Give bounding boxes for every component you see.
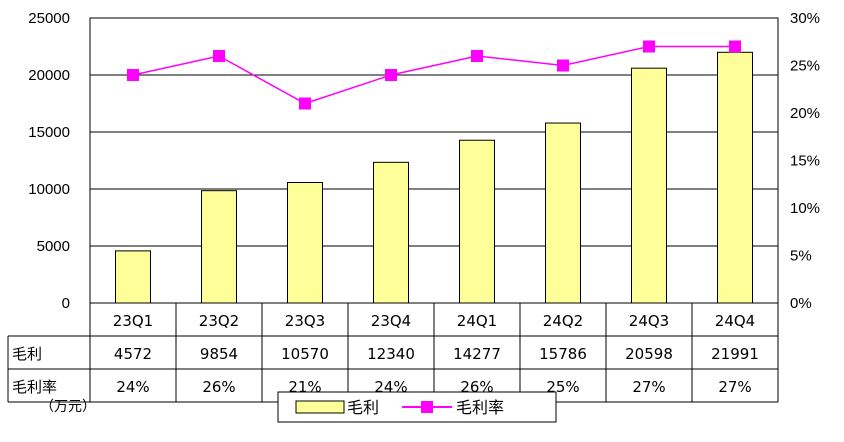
line-series-path — [132, 45, 735, 105]
line-point — [127, 69, 139, 81]
y-left-tick-label: 5000 — [37, 238, 70, 255]
bar — [459, 139, 495, 304]
line-point — [213, 50, 225, 62]
legend-line-marker — [421, 401, 433, 413]
gridlines — [90, 17, 778, 247]
table-cell: 14277 — [453, 345, 501, 363]
y-right-tick-label: 10% — [790, 200, 820, 217]
y-right-tick-label: 5% — [790, 248, 812, 265]
category-label: 23Q2 — [199, 312, 239, 330]
category-label: 23Q1 — [113, 312, 153, 330]
table-cell: 27% — [718, 378, 751, 396]
bar-series — [115, 51, 753, 304]
category-label: 24Q3 — [629, 312, 669, 330]
legend-bar-swatch — [295, 400, 345, 414]
y-right-tick-label: 20% — [790, 105, 820, 122]
category-label: 24Q1 — [457, 312, 497, 330]
line-point — [557, 59, 569, 72]
bar — [631, 67, 667, 304]
bar — [287, 182, 323, 304]
bar — [373, 161, 409, 304]
y-left-tick-label: 25000 — [28, 10, 70, 27]
table-cell: 20598 — [625, 345, 673, 363]
line-series — [127, 40, 741, 110]
bar — [545, 122, 581, 304]
line-point — [299, 97, 311, 110]
y-right-tick-label: 15% — [790, 153, 820, 170]
table-cell: 27% — [632, 378, 665, 396]
table-row-label: 毛利 — [12, 345, 42, 363]
category-label: 24Q2 — [543, 312, 583, 330]
bar — [201, 190, 237, 304]
unit-label: （万元） — [40, 399, 96, 415]
y-left-tick-label: 15000 — [28, 124, 70, 141]
line-point — [471, 50, 483, 62]
category-label: 23Q3 — [285, 312, 325, 330]
bar — [115, 250, 151, 304]
legend: 毛利 毛利率 — [277, 391, 557, 423]
table-cell: 15786 — [539, 345, 587, 363]
line-point — [643, 40, 655, 53]
legend-bar-label: 毛利 — [347, 398, 379, 417]
y-right-tick-label: 25% — [790, 58, 820, 75]
category-label: 24Q4 — [715, 312, 755, 330]
plot-frame — [89, 17, 779, 304]
y-right-tick-label: 0% — [790, 295, 812, 312]
table-cell: 9854 — [200, 345, 238, 363]
y-left-tick-label: 0 — [62, 295, 70, 312]
table-cell: 21991 — [711, 345, 759, 363]
line-point — [385, 69, 397, 81]
table-cell: 4572 — [114, 345, 152, 363]
y-left-tick-label: 20000 — [28, 67, 70, 84]
line-point — [729, 40, 741, 53]
bar — [717, 51, 753, 304]
table-cell: 26% — [202, 378, 235, 396]
y-left-tick-label: 10000 — [28, 181, 70, 198]
table-cell: 10570 — [281, 345, 329, 363]
table-cell: 12340 — [367, 345, 415, 363]
table-cell: 24% — [116, 378, 149, 396]
table-row-label: 毛利率 — [12, 378, 57, 396]
category-label: 23Q4 — [371, 312, 411, 330]
data-table: 23Q1 23Q2 23Q3 23Q4 24Q1 24Q2 24Q3 24Q4 毛利 4572 98… — [7, 303, 779, 403]
legend-line-label: 毛利率 — [456, 398, 504, 417]
y-right-tick-label: 30% — [790, 10, 820, 27]
